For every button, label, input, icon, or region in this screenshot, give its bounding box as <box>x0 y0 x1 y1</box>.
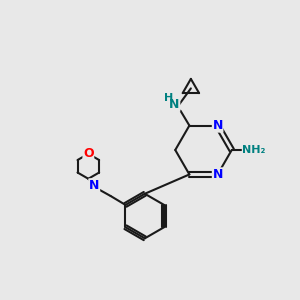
Text: NH₂: NH₂ <box>242 145 266 155</box>
Text: O: O <box>83 147 94 160</box>
Text: H: H <box>164 93 173 103</box>
Text: N: N <box>212 119 223 132</box>
Text: N: N <box>169 98 180 111</box>
Text: N: N <box>89 179 100 192</box>
Text: N: N <box>212 168 223 181</box>
Text: N: N <box>89 179 100 192</box>
